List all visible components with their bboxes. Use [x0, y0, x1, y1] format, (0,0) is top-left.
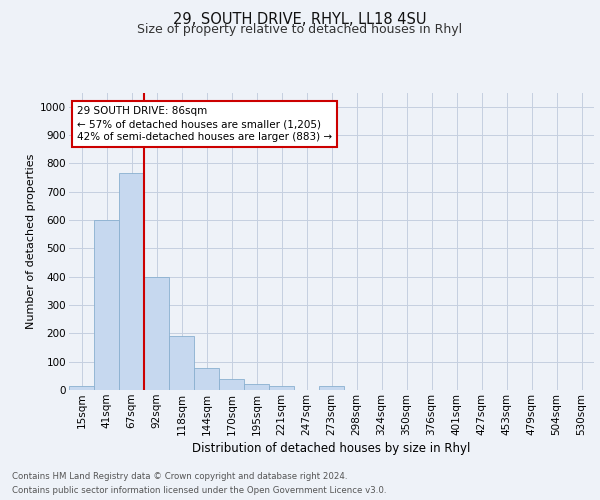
Bar: [94, 220, 119, 390]
Y-axis label: Number of detached properties: Number of detached properties: [26, 154, 36, 329]
Bar: [169, 336, 194, 390]
Bar: [319, 386, 344, 390]
Bar: [269, 386, 294, 390]
Bar: [194, 368, 219, 390]
Text: Size of property relative to detached houses in Rhyl: Size of property relative to detached ho…: [137, 22, 463, 36]
Bar: [119, 174, 144, 390]
Bar: [219, 378, 244, 390]
Text: Contains public sector information licensed under the Open Government Licence v3: Contains public sector information licen…: [12, 486, 386, 495]
X-axis label: Distribution of detached houses by size in Rhyl: Distribution of detached houses by size …: [193, 442, 470, 455]
Bar: [69, 386, 94, 390]
Bar: [244, 384, 269, 390]
Bar: [144, 276, 169, 390]
Text: 29 SOUTH DRIVE: 86sqm
← 57% of detached houses are smaller (1,205)
42% of semi-d: 29 SOUTH DRIVE: 86sqm ← 57% of detached …: [77, 106, 332, 142]
Text: 29, SOUTH DRIVE, RHYL, LL18 4SU: 29, SOUTH DRIVE, RHYL, LL18 4SU: [173, 12, 427, 28]
Text: Contains HM Land Registry data © Crown copyright and database right 2024.: Contains HM Land Registry data © Crown c…: [12, 472, 347, 481]
